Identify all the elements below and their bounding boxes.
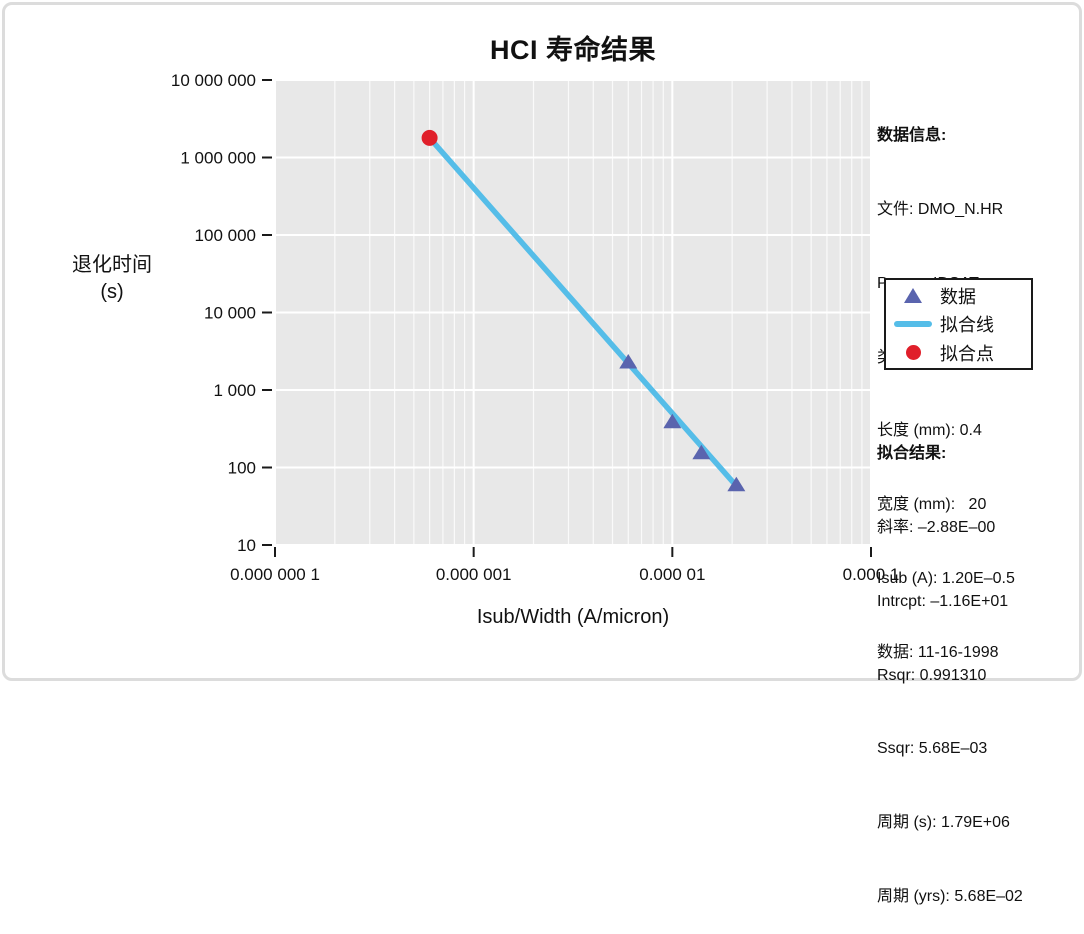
info-line-isub: Isub (A): 1.20E–0.5 <box>877 569 1015 587</box>
info-line-file: 文件: DMO_N.HR <box>877 200 1004 218</box>
info-line-length: 长度 (mm): 0.4 <box>877 422 982 440</box>
y-tick-label: 10 000 000 <box>171 71 256 90</box>
data-point-triangle <box>692 444 711 460</box>
triangle-marker-icon <box>904 288 922 303</box>
x-axis-title: Isub/Width (A/micron) <box>476 606 670 628</box>
x-tick-label: 0.000 01 <box>639 565 705 584</box>
y-tick-label: 10 <box>237 536 256 555</box>
info-line-date: 数据: 11-16-1998 <box>877 643 999 661</box>
chart-title: HCI 寿命结果 <box>490 35 656 65</box>
legend-label-data: 数据 <box>940 286 976 307</box>
y-tick-label: 100 <box>228 459 256 478</box>
x-tick-label: 0.000 000 1 <box>230 565 320 584</box>
fit-line-period-s: 周期 (s): 1.79E+06 <box>877 814 1010 832</box>
fit-line-intercept: Intrcpt: –1.16E+01 <box>877 592 1009 610</box>
legend-marker-cell <box>886 321 940 327</box>
legend-label-fit-point: 拟合点 <box>940 343 994 364</box>
x-tick-label: 0.000 1 <box>843 565 900 584</box>
y-axis-title-unit: (s) <box>100 281 124 303</box>
fit-line <box>426 135 738 487</box>
dot-marker-icon <box>905 345 921 360</box>
data-point-triangle <box>727 476 746 492</box>
legend-item-fit-point: 拟合点 <box>886 340 1031 366</box>
legend-label-fit-line: 拟合线 <box>940 315 994 335</box>
line-marker-icon <box>894 321 932 327</box>
legend: 数据 拟合线 拟合点 <box>884 278 1033 370</box>
x-tick-label: 0.000 001 <box>436 565 512 584</box>
legend-marker-cell <box>886 345 940 360</box>
fit-line-period-yrs: 周期 (yrs): 5.68E–02 <box>877 887 1023 905</box>
data-point-triangle <box>619 353 638 369</box>
legend-marker-cell <box>886 288 940 303</box>
fit-line-ssqr: Ssqr: 5.68E–03 <box>877 740 988 758</box>
chart-canvas: 0.000 000 1 0.000 001 0.000 01 0.000 1 10 00… <box>171 71 900 584</box>
legend-item-fit-line: 拟合线 <box>886 311 1031 337</box>
fit-line-rsqr: Rsqr: 0.991310 <box>877 666 987 684</box>
y-axis-title-text: 退化时间 <box>72 254 152 276</box>
y-axis-title: 退化时间 (s) <box>28 252 196 306</box>
fit-results-title: 拟合结果: <box>877 445 947 463</box>
y-tick-label: 1 000 <box>213 381 256 400</box>
fit-point-dot <box>421 129 438 146</box>
data-point-triangle <box>663 413 682 429</box>
fit-line-slope: 斜率: –2.88E–00 <box>877 518 996 536</box>
legend-item-data: 数据 <box>886 283 1031 309</box>
info-line-width: 宽度 (mm): 20 <box>877 496 987 514</box>
y-tick-label: 100 000 <box>195 226 256 245</box>
y-tick-label: 10 000 <box>204 304 256 323</box>
fit-results-panel: 拟合结果: 斜率: –2.88E–00 Intrcpt: –1.16E+01 R… <box>877 393 1082 934</box>
y-tick-label: 1 000 000 <box>180 149 256 168</box>
data-info-title: 数据信息: <box>877 127 947 145</box>
